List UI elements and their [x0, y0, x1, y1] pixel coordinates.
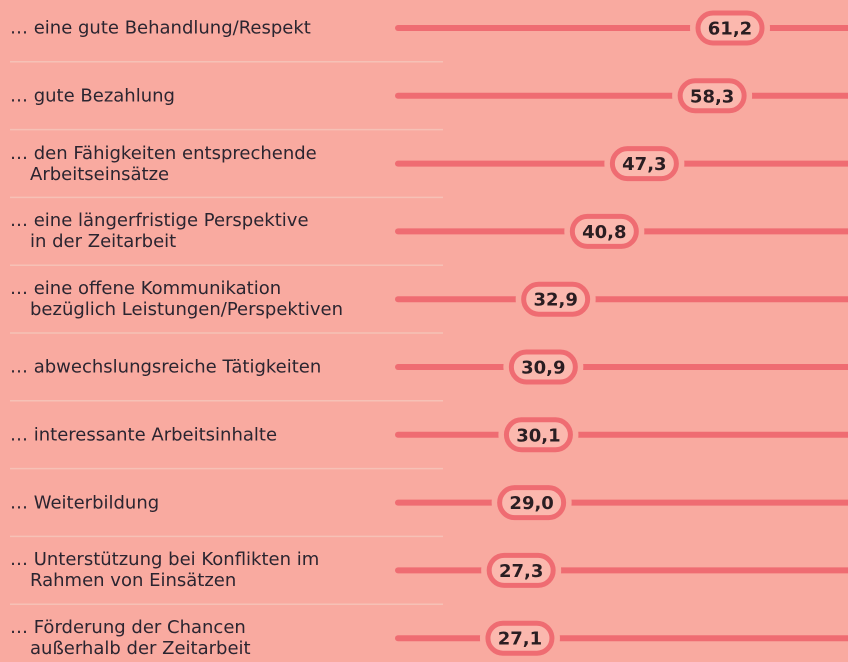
value-bubble [521, 281, 591, 317]
value-label: 29,0 [509, 493, 553, 514]
category-label: … abwechslungsreiche Tätigkeiten [10, 356, 322, 378]
category-label: … interessante Arbeitsinhalte [10, 424, 278, 446]
value-bubble [497, 485, 567, 521]
value-bubble [503, 417, 573, 453]
value-bubble [508, 349, 578, 385]
value-label: 61,2 [708, 19, 752, 40]
value-bubble [677, 78, 747, 114]
category-label: … gute Bezahlung [10, 85, 175, 107]
category-label: … eine gute Behandlung/Respekt [10, 17, 311, 39]
category-label: … Weiterbildung [10, 492, 160, 514]
value-label: 30,9 [521, 358, 565, 379]
value-label: 30,1 [516, 425, 560, 446]
value-label: 27,3 [499, 561, 543, 582]
value-label: 58,3 [690, 86, 734, 107]
value-label: 27,1 [498, 629, 542, 650]
value-label: 40,8 [582, 222, 626, 243]
category-label: … Förderung der Chancen außerhalb der Ze… [10, 617, 251, 660]
value-bubble [609, 146, 679, 182]
category-label: … eine offene Kommunikation bezüglich Le… [10, 278, 344, 321]
value-bubble [485, 620, 555, 656]
value-bubble [695, 10, 765, 46]
value-label: 47,3 [622, 154, 666, 175]
value-bubble [569, 213, 639, 249]
value-label: 32,9 [533, 290, 577, 311]
category-label: … eine längerfristige Perspektive in der… [10, 210, 309, 253]
value-bubble [486, 552, 556, 588]
category-label: … Unterstützung bei Konflikten im Rahmen… [10, 549, 320, 592]
category-label: … den Fähigkeiten entsprechende Arbeitse… [10, 142, 317, 185]
